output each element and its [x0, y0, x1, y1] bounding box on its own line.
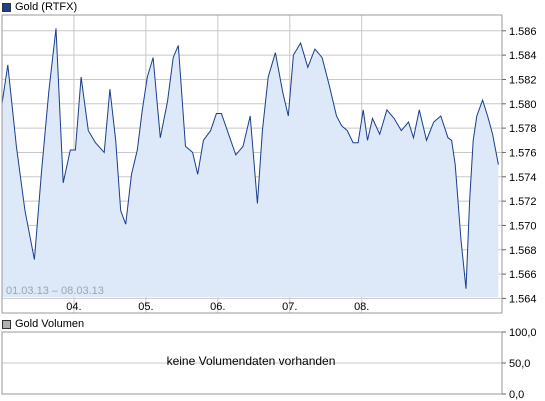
price-x-tick-label: 05.	[138, 301, 153, 313]
price-y-tick-label: 1.576	[509, 147, 537, 159]
price-y-tick-label: 1.582	[509, 74, 537, 86]
volume-y-axis: 100,0 50,0 0,0	[502, 327, 537, 401]
price-area	[2, 28, 499, 298]
price-x-tick-label: 07.	[282, 301, 297, 313]
price-y-tick-label: 1.578	[509, 123, 537, 135]
price-y-tick-label: 1.570	[509, 220, 537, 232]
volume-y-tick-label: 0,0	[509, 389, 524, 401]
volume-legend: Gold Volumen	[2, 318, 84, 330]
price-x-axis: 04. 05. 06. 07. 08.	[66, 301, 369, 313]
price-y-tick-label: 1.586	[509, 26, 537, 38]
price-y-tick-label: 1.584	[509, 50, 537, 62]
price-y-tick-label: 1.574	[509, 172, 537, 184]
price-y-tick-label: 1.572	[509, 196, 537, 208]
price-x-tick-label: 04.	[66, 301, 81, 313]
price-legend-label: Gold (RTFX)	[15, 1, 78, 13]
price-plot-frame	[1, 14, 503, 314]
price-x-tick-label: 06.	[210, 301, 225, 313]
volume-legend-swatch	[2, 319, 11, 329]
volume-legend-label: Gold Volumen	[15, 318, 85, 330]
price-x-tick-label: 08.	[354, 301, 369, 313]
price-y-axis: 1.564 1.566 1.568 1.570 1.572 1.574 1.576 1.578…	[502, 26, 537, 305]
no-volume-message: keine Volumendaten vorhanden	[166, 354, 336, 368]
volume-y-tick-label: 100,0	[509, 327, 537, 339]
price-legend: Gold (RTFX)	[2, 1, 77, 13]
price-y-tick-label: 1.566	[509, 269, 537, 281]
price-y-tick-label: 1.564	[509, 293, 537, 305]
price-line	[1, 28, 499, 289]
price-legend-swatch	[2, 2, 11, 12]
price-y-tick-label: 1.568	[509, 245, 537, 257]
price-y-tick-label: 1.580	[509, 99, 537, 111]
volume-y-tick-label: 50,0	[509, 358, 530, 370]
date-range-label: 01.03.13 – 08.03.13	[6, 285, 104, 297]
